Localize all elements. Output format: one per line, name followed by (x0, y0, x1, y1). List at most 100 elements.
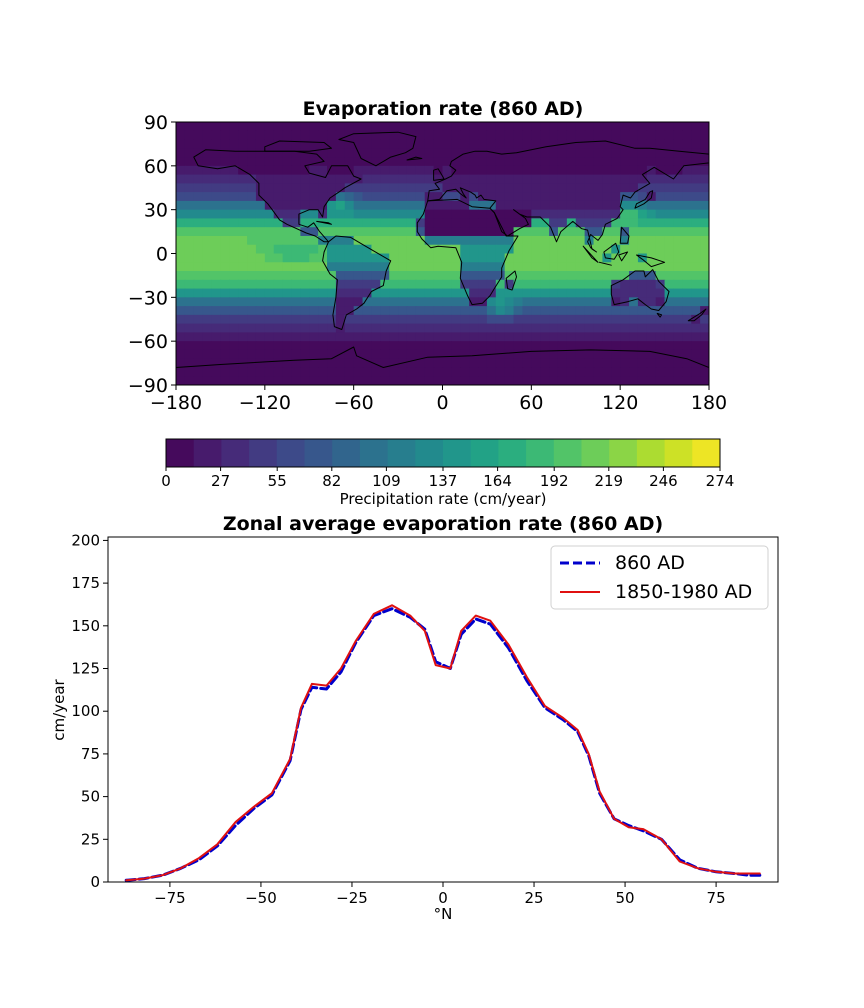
field-cell (637, 376, 648, 385)
field-cell (691, 341, 701, 351)
field-cell (291, 200, 301, 211)
field-cell (602, 235, 612, 246)
field-cell (335, 227, 346, 237)
field-cell (655, 253, 666, 263)
field-cell (575, 279, 586, 290)
field-cell (327, 209, 337, 220)
field-cell (264, 271, 275, 281)
field-cell (549, 323, 559, 333)
field-cell (282, 332, 293, 342)
field-cell (646, 358, 657, 369)
field-cell (380, 332, 390, 342)
field-cell (531, 130, 541, 141)
field-cell (637, 200, 648, 211)
field-cell (504, 376, 515, 385)
field-cell (433, 130, 444, 141)
field-cell (389, 130, 399, 141)
field-cell (442, 183, 452, 193)
field-cell (531, 244, 541, 255)
field-cell (362, 209, 373, 220)
field-cell (566, 244, 577, 255)
field-cell (202, 349, 213, 360)
field-cell (211, 183, 222, 193)
field-cell (193, 306, 204, 316)
field-cell (309, 244, 319, 255)
field-cell (238, 183, 248, 193)
colorbar-swatch (387, 439, 416, 467)
field-cell (522, 271, 532, 281)
field-cell (691, 271, 701, 281)
field-cell (247, 332, 257, 342)
field-cell (211, 262, 222, 272)
field-cell (540, 306, 550, 316)
field-cell (664, 244, 675, 255)
field-cell (335, 288, 346, 298)
field-cell (495, 165, 506, 176)
field-cell (238, 323, 248, 333)
field-cell (451, 271, 461, 281)
field-cell (211, 244, 222, 255)
coastline (634, 190, 654, 209)
field-cell (371, 306, 381, 316)
field-cell (220, 288, 230, 298)
field-cell (620, 165, 630, 176)
field-cell (584, 183, 595, 193)
field-cell (469, 122, 479, 132)
field-cell (380, 227, 390, 237)
field-cell (495, 235, 506, 246)
field-cell (682, 139, 692, 149)
field-cell (460, 244, 470, 255)
field-cell (238, 157, 248, 167)
field-cell (691, 332, 701, 342)
field-cell (300, 227, 310, 237)
field-cell (700, 130, 709, 141)
field-cell (371, 367, 381, 377)
colorbar-swatch (332, 439, 361, 467)
field-cell (513, 122, 524, 132)
field-cell (282, 297, 293, 307)
field-cell (415, 218, 426, 228)
field-cell (273, 209, 284, 220)
field-cell (255, 227, 266, 237)
field-cell (478, 297, 488, 307)
field-cell (389, 148, 399, 158)
field-cell (495, 183, 506, 193)
field-cell (318, 349, 328, 360)
field-cell (584, 244, 595, 255)
field-cell (193, 157, 204, 167)
field-cell (629, 165, 639, 176)
field-cell (300, 341, 310, 351)
field-cell (398, 288, 408, 298)
field-cell (664, 332, 675, 342)
field-cell (282, 244, 293, 255)
field-cell (700, 288, 709, 298)
coastlines (176, 131, 709, 385)
field-cell (522, 297, 532, 307)
field-cell (549, 367, 559, 377)
field-cell (282, 314, 293, 325)
field-cell (184, 279, 195, 290)
field-cell (629, 279, 639, 290)
field-cell (557, 157, 568, 167)
field-cell (522, 122, 532, 132)
field-cell (229, 297, 239, 307)
field-cell (655, 157, 666, 167)
field-cell (264, 297, 275, 307)
field-cell (193, 262, 204, 272)
field-cell (202, 262, 213, 272)
field-cell (611, 358, 621, 369)
field-cell (531, 148, 541, 158)
field-cell (264, 139, 275, 149)
field-cell (344, 323, 355, 333)
colorbar-tick-label: 109 (372, 472, 401, 490)
field-cell (300, 209, 310, 220)
field-cell (451, 314, 461, 325)
field-cell (220, 192, 230, 202)
field-cell (646, 244, 657, 255)
field-cell (451, 349, 461, 360)
field-cell (504, 279, 515, 290)
field-cell (362, 227, 373, 237)
field-cell (522, 218, 532, 228)
field-cell (460, 227, 470, 237)
field-cell (327, 157, 337, 167)
